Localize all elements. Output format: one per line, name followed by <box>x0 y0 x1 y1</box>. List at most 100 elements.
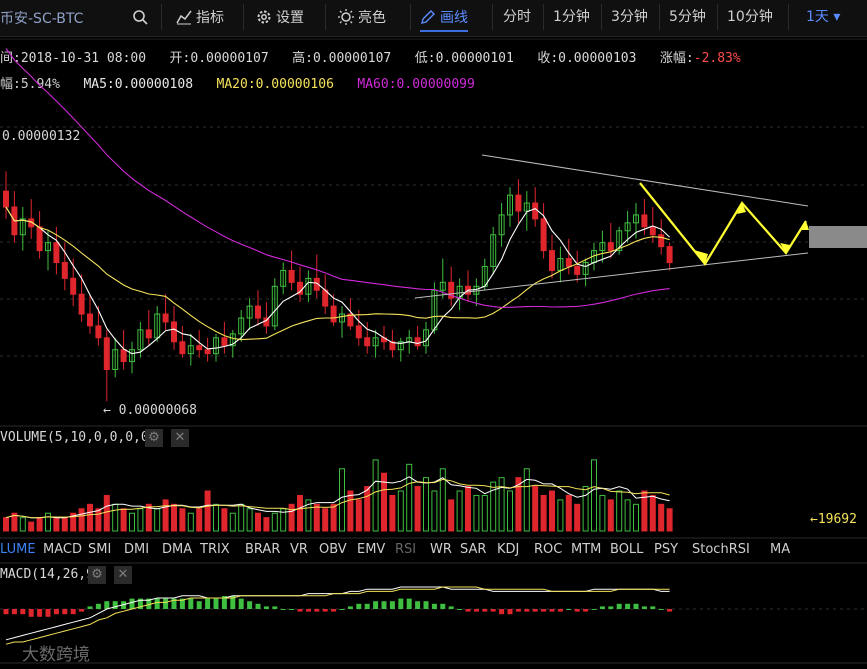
candle-body <box>154 313 161 339</box>
indicator-settings-button[interactable]: ⚙ <box>145 429 163 447</box>
tab-stochrsi[interactable]: StochRSI <box>692 542 750 557</box>
macd-histogram-bar <box>188 598 194 609</box>
candle-body <box>498 214 505 236</box>
candle-body <box>238 317 245 335</box>
amplitude-value: 幅:5.94% <box>0 77 60 92</box>
tab-mtm[interactable]: MTM <box>571 542 602 557</box>
indicator-chart-icon <box>176 10 192 25</box>
candle-body <box>364 337 371 347</box>
ma5-value: MA5:0.00000108 <box>83 77 194 92</box>
volume-bar <box>263 517 270 532</box>
macd-histogram-bar <box>255 603 261 609</box>
macd-histogram-bar <box>247 601 253 609</box>
period-tab[interactable]: 10分钟 <box>727 9 773 25</box>
macd-histogram-bar <box>490 609 496 612</box>
volume-last-number: 19692 <box>817 512 857 527</box>
tab-rsi[interactable]: RSI <box>395 542 417 557</box>
draw-line-button[interactable]: 画线 <box>420 4 468 32</box>
macd-close-button[interactable]: ✕ <box>114 566 132 584</box>
tab-volume[interactable]: LUME <box>0 542 36 557</box>
volume-bar <box>481 494 488 532</box>
macd-settings-button[interactable]: ⚙ <box>88 566 106 584</box>
volume-bar <box>297 494 303 532</box>
candle-body <box>414 337 421 347</box>
macd-histogram-bar <box>154 598 160 609</box>
tab-macd[interactable]: MACD <box>43 542 82 557</box>
volume-bar <box>591 459 597 532</box>
candle-body <box>641 214 648 228</box>
macd-histogram-bar <box>121 601 127 609</box>
macd-histogram-bar <box>507 609 513 615</box>
period-tab[interactable]: 3分钟 <box>611 9 648 25</box>
volume-bar <box>599 494 606 532</box>
tab-sar[interactable]: SAR <box>460 542 487 557</box>
volume-bar <box>397 490 404 532</box>
period-tab[interactable]: 1分钟 <box>553 9 590 25</box>
symbol-title: 币安-SC-BTC <box>0 11 84 27</box>
tab-kdj[interactable]: KDJ <box>497 542 520 557</box>
candle-body <box>616 230 623 252</box>
indicator-close-button[interactable]: ✕ <box>171 429 189 447</box>
tab-boll[interactable]: BOLL <box>610 542 644 557</box>
volume-bar <box>523 468 530 532</box>
tab-vr[interactable]: VR <box>290 542 308 557</box>
tab-wr[interactable]: WR <box>430 542 452 557</box>
tab-dmi[interactable]: DMI <box>124 542 150 557</box>
settings-button[interactable]: 设置 <box>256 4 304 30</box>
macd-histogram-bar <box>314 609 320 612</box>
candle-body <box>658 234 665 248</box>
tab-obv[interactable]: OBV <box>319 542 347 557</box>
candle-body <box>53 242 60 263</box>
volume-bar <box>19 517 26 532</box>
volume-bar <box>498 477 505 532</box>
tab-roc[interactable]: ROC <box>534 542 563 557</box>
tab-emv[interactable]: EMV <box>357 542 386 557</box>
trendline-lower <box>414 252 809 299</box>
volume-ma10-line <box>5 478 670 519</box>
open-label: 开: <box>169 51 191 66</box>
candle-body <box>456 285 463 299</box>
settings-label: 设置 <box>276 10 304 26</box>
volume-bar <box>112 503 119 532</box>
volume-bar <box>574 503 581 532</box>
high-price-label: 0.00000132 <box>2 129 80 144</box>
volume-bar <box>246 508 253 532</box>
tab-ma[interactable]: MA <box>770 542 791 557</box>
macd-histogram-bar <box>364 603 370 609</box>
ma20-value: MA20:0.00000106 <box>216 77 334 92</box>
macd-histogram-bar <box>583 609 589 612</box>
candle-body <box>313 277 320 291</box>
macd-histogram-bar <box>356 603 362 609</box>
period-dropdown[interactable]: 1天 ▾ <box>806 4 840 30</box>
low-value: 0.00000101 <box>435 51 514 66</box>
period-tab[interactable]: 5分钟 <box>669 9 706 25</box>
tab-psy[interactable]: PSY <box>654 542 679 557</box>
tab-smi[interactable]: SMI <box>88 542 112 557</box>
macd-histogram-bar <box>473 609 479 612</box>
tab-trix[interactable]: TRIX <box>200 542 230 557</box>
indicators-button[interactable]: 指标 <box>176 4 224 30</box>
tab-dma[interactable]: DMA <box>162 542 193 557</box>
macd-histogram-bar <box>608 606 614 609</box>
volume-bar <box>271 512 278 532</box>
chevron-down-icon: ▾ <box>833 9 841 25</box>
candle-body <box>112 349 119 371</box>
candle-body <box>481 265 488 287</box>
volume-bar <box>372 459 379 532</box>
period-tab[interactable]: 分时 <box>503 9 531 25</box>
indicator-tabs: LUME MACD SMI DMI DMA TRIX BRAR VR OBV E… <box>0 541 867 561</box>
pencil-icon <box>421 10 435 24</box>
macd-histogram-bar <box>272 606 278 609</box>
light-mode-button[interactable]: 亮色 <box>338 4 386 30</box>
volume-bar <box>171 503 177 532</box>
candle-body <box>70 277 77 295</box>
volume-bar <box>414 486 421 532</box>
search-button[interactable] <box>132 4 148 30</box>
candle-body <box>137 329 144 351</box>
tab-brar[interactable]: BRAR <box>245 542 281 557</box>
macd-histogram-bar <box>406 598 412 609</box>
volume-label: VOLUME(5,10,0,0,0,0) <box>0 430 157 445</box>
volume-bar <box>280 508 287 532</box>
macd-histogram-bar <box>532 609 538 612</box>
volume-bar <box>78 508 85 532</box>
